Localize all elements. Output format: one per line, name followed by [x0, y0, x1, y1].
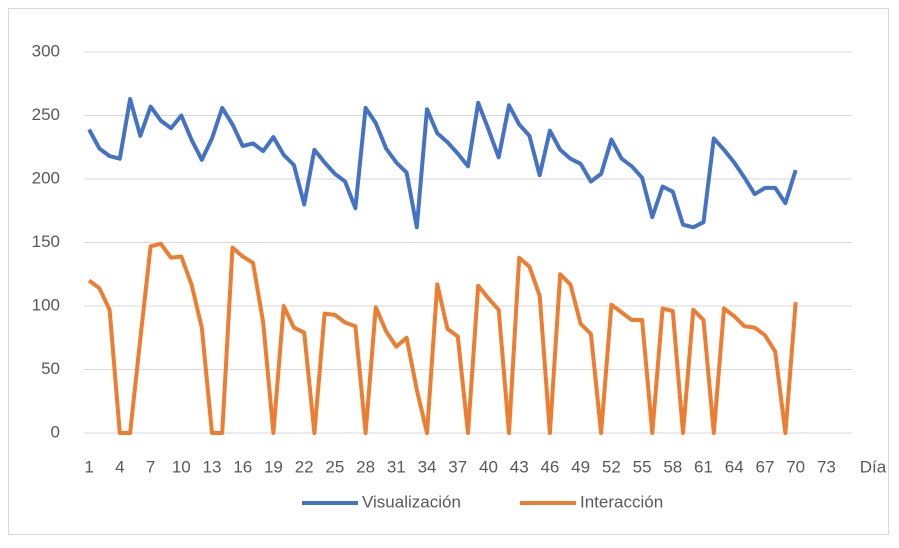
x-tick-label: 46 — [540, 457, 559, 476]
y-tick-label: 0 — [51, 422, 60, 441]
x-tick-label: 40 — [479, 457, 498, 476]
chart-frame — [8, 8, 889, 535]
y-tick-label: 100 — [32, 295, 60, 314]
x-tick-label: 13 — [203, 457, 222, 476]
x-tick-label: 64 — [725, 457, 744, 476]
x-tick-label: 16 — [233, 457, 252, 476]
x-tick-label: 37 — [448, 457, 467, 476]
x-tick-label: 1 — [84, 457, 93, 476]
x-tick-label: 49 — [571, 457, 590, 476]
legend-label: Interacción — [580, 492, 663, 511]
x-tick-label: 4 — [115, 457, 124, 476]
x-tick-label: 52 — [602, 457, 621, 476]
legend-label: Visualización — [362, 492, 461, 511]
x-tick-label: 61 — [694, 457, 713, 476]
y-tick-label: 50 — [41, 359, 60, 378]
x-tick-label: 28 — [356, 457, 375, 476]
x-tick-label: 67 — [755, 457, 774, 476]
x-tick-label: 43 — [510, 457, 529, 476]
x-tick-label: 70 — [786, 457, 805, 476]
y-tick-label: 150 — [32, 232, 60, 251]
x-tick-label: 19 — [264, 457, 283, 476]
x-tick-label: 34 — [418, 457, 437, 476]
y-tick-label: 250 — [32, 105, 60, 124]
x-tick-label: 7 — [146, 457, 155, 476]
y-tick-label: 300 — [32, 41, 60, 60]
x-tick-label: 10 — [172, 457, 191, 476]
y-tick-label: 200 — [32, 168, 60, 187]
series-line — [87, 97, 798, 230]
x-tick-label: 55 — [633, 457, 652, 476]
series-line — [87, 241, 798, 435]
x-tick-label: 31 — [387, 457, 406, 476]
x-tick-label: 22 — [295, 457, 314, 476]
x-tick-label: 58 — [663, 457, 682, 476]
x-tick-label: 25 — [325, 457, 344, 476]
x-axis-label: Día — [860, 457, 887, 476]
x-tick-label: 73 — [817, 457, 836, 476]
